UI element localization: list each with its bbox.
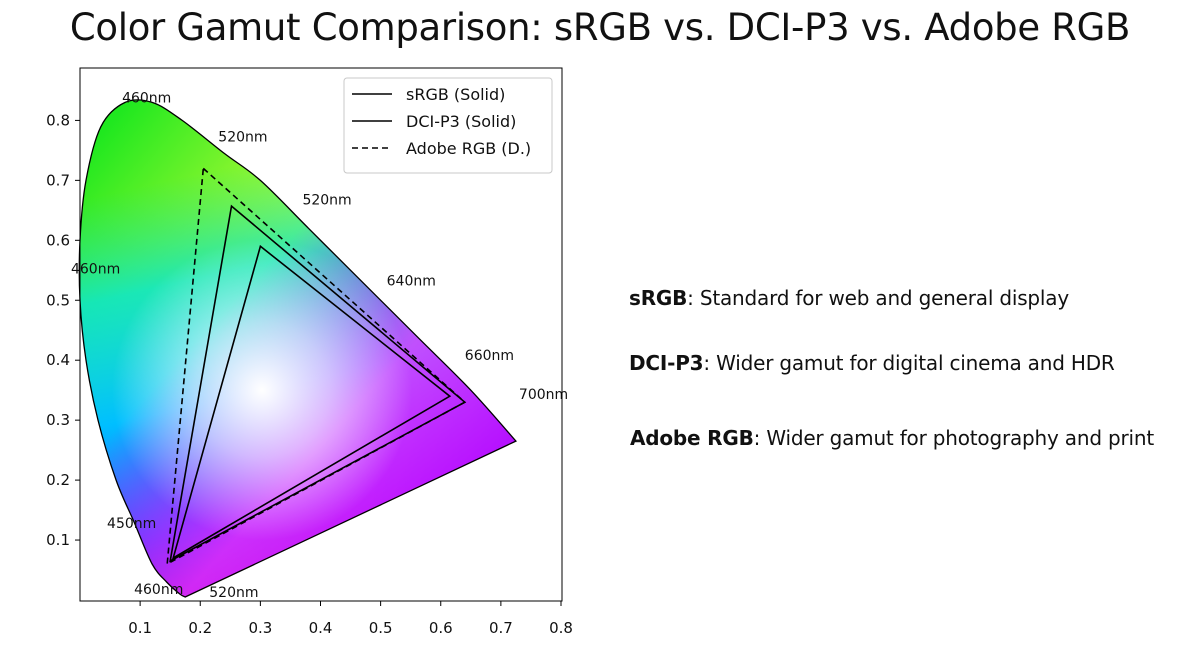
y-tick-label-5: 0.6 — [46, 231, 70, 249]
legend-frame — [343, 77, 553, 174]
y-tick-label-1: 0.2 — [46, 471, 70, 489]
wavelength-label-5: 660nm — [465, 348, 514, 364]
desc-srgb: sRGB: Standard for web and general displ… — [629, 286, 1069, 310]
wavelength-label-9: 520nm — [209, 585, 258, 601]
wavelength-label-3: 460nm — [71, 261, 120, 277]
spectral-locus-outline — [78, 99, 517, 598]
y-tick-label-2: 0.3 — [46, 411, 70, 429]
x-tick-label-4: 0.5 — [369, 619, 393, 637]
desc-adobe-rgb-name: Adobe RGB — [630, 426, 754, 450]
x-tick-label-3: 0.4 — [309, 619, 333, 637]
wavelength-label-7: 450nm — [107, 516, 156, 532]
x-tick-label-0: 0.1 — [128, 619, 152, 637]
x-tick-label-1: 0.2 — [188, 619, 212, 637]
desc-srgb-name: sRGB — [629, 286, 688, 310]
x-tick-label-5: 0.6 — [429, 619, 453, 637]
y-tick-label-4: 0.5 — [46, 291, 70, 309]
y-tick-label-7: 0.8 — [46, 111, 70, 129]
y-tick-label-0: 0.1 — [46, 531, 70, 549]
chart-title: Color Gamut Comparison: sRGB vs. DCI-P3 … — [69, 6, 1131, 49]
x-tick-label-2: 0.3 — [248, 619, 272, 637]
legend-label-1: DCI-P3 (Solid) — [406, 112, 516, 131]
gamut-triangles — [166, 166, 467, 566]
x-tick-label-7: 0.8 — [549, 619, 573, 637]
wavelength-label-1: 520nm — [218, 129, 267, 145]
desc-dci-p3-name: DCI-P3 — [629, 351, 704, 375]
x-axis-ticks: 0.1 0.2 0.3 0.4 0.5 0.6 0.7 0.8 — [128, 601, 573, 637]
wavelength-label-4: 640nm — [387, 273, 436, 289]
chromaticity-chart: 460nm 520nm 520nm 460nm 640nm 660nm 700nm 450nm… — [46, 67, 573, 637]
wavelength-label-6: 700nm — [519, 387, 568, 403]
wavelength-label-8: 460nm — [134, 582, 183, 598]
desc-adobe-rgb-text: : Wider gamut for photography and print — [753, 426, 1155, 450]
gamut-triangle-0 — [171, 244, 452, 560]
y-axis-ticks: 0.1 0.2 0.3 0.4 0.5 0.6 0.7 0.8 — [46, 111, 80, 549]
wavelength-label-0: 460nm — [122, 90, 171, 106]
x-tick-label-6: 0.7 — [489, 619, 513, 637]
gamut-triangle-2 — [166, 166, 467, 566]
desc-dci-p3-text: : Wider gamut for digital cinema and HDR — [703, 351, 1115, 375]
gamut-triangle-1 — [169, 204, 467, 563]
y-tick-label-3: 0.4 — [46, 351, 70, 369]
wavelength-labels: 460nm 520nm 520nm 460nm 640nm 660nm 700nm 450nm… — [71, 90, 568, 601]
desc-srgb-text: : Standard for web and general display — [687, 286, 1069, 310]
desc-adobe-rgb: Adobe RGB: Wider gamut for photography a… — [630, 426, 1154, 450]
legend: sRGB (Solid) DCI-P3 (Solid) Adobe RGB (D.) — [343, 77, 553, 174]
legend-label-2: Adobe RGB (D.) — [406, 139, 531, 158]
desc-dci-p3: DCI-P3: Wider gamut for digital cinema a… — [629, 351, 1115, 375]
y-tick-label-6: 0.7 — [46, 171, 70, 189]
wavelength-label-2: 520nm — [302, 192, 351, 208]
legend-label-0: sRGB (Solid) — [406, 85, 505, 104]
